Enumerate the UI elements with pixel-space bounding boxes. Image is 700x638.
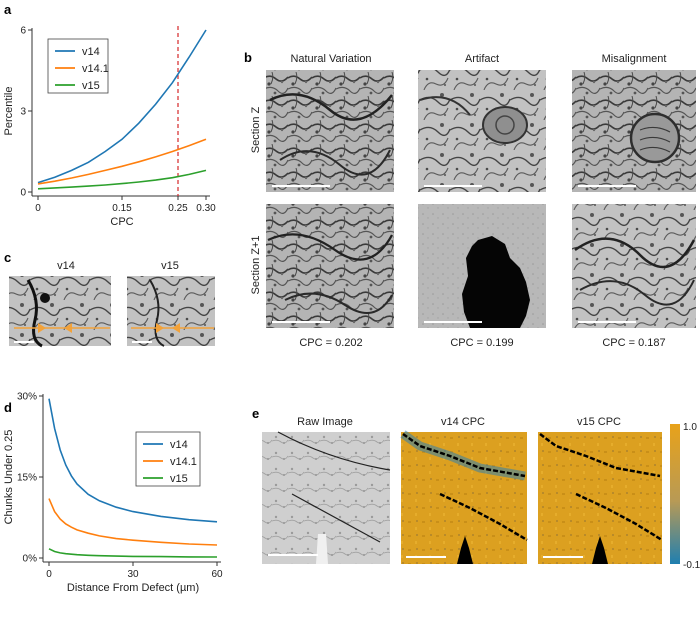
artifact-blot xyxy=(462,236,530,328)
row-label-section-z1: Section Z+1 xyxy=(250,235,262,294)
chart-a-x-label: CPC xyxy=(110,216,133,228)
chart-d-legend xyxy=(135,431,201,487)
chart-a-legend-label: v14 xyxy=(82,46,100,58)
col-title-misalignment: Misalignment xyxy=(602,53,667,65)
em-c-v15 xyxy=(127,276,215,347)
colorbar: 1.0 -0.1 xyxy=(670,422,700,571)
e-raw-image xyxy=(262,431,391,564)
chart-d-series-v14 xyxy=(48,398,218,523)
e-title-raw-image: Raw Image xyxy=(297,416,353,428)
chart-d-series-v14-1 xyxy=(48,498,218,546)
chart-d-legend-label: v14 xyxy=(170,439,188,451)
chart-d-legend-label: v14.1 xyxy=(170,456,197,468)
chart-d-x-tick-label: 30 xyxy=(127,569,139,580)
chart-d-y-tick-label: 15% xyxy=(17,473,37,484)
chart-a-x-tick-label: 0.15 xyxy=(112,203,132,214)
panel-label-e: e xyxy=(252,406,259,421)
chart-d-y-label: Chunks Under 0.25 xyxy=(3,430,15,525)
cpc-natural-variation: CPC = 0.202 xyxy=(299,337,362,349)
chart-d-y-tick-label: 30% xyxy=(17,392,37,403)
chart-d-x-tick-label: 0 xyxy=(46,569,52,580)
panel-label-c: c xyxy=(4,250,11,265)
chart-a-y-tick-label: 3 xyxy=(20,107,26,118)
chart-a-y-label: Percentile xyxy=(3,87,15,136)
chart-a: 0 0.15 0.25 0.30 0 3 6 CPC Percentile v14 v14.1 v15 xyxy=(3,26,216,229)
em-natural-z1 xyxy=(266,204,394,328)
e-v14-cpc xyxy=(400,430,528,564)
em-misalignment-z xyxy=(572,70,696,192)
em-natural-z xyxy=(266,70,394,192)
chart-d-x-label: Distance From Defect (µm) xyxy=(67,582,199,594)
panel-label-d: d xyxy=(4,400,12,415)
c-title-v15: v15 xyxy=(161,260,179,272)
c-title-v14: v14 xyxy=(57,260,75,272)
em-artifact-z xyxy=(418,70,546,192)
arrow-head-left xyxy=(172,323,180,333)
chart-a-legend xyxy=(47,38,109,94)
em-misalignment-z1 xyxy=(572,204,696,328)
chart-a-series-v14 xyxy=(37,29,207,184)
e-title-v15-cpc: v15 CPC xyxy=(577,416,621,428)
chart-d-x-tick-label: 60 xyxy=(211,569,223,580)
panel-label-a: a xyxy=(4,2,12,17)
chart-d-series-v15 xyxy=(48,548,218,558)
arrow-head-left xyxy=(64,323,72,333)
chart-a-x-tick-label: 0 xyxy=(35,203,41,214)
chart-a-x-tick-label: 0.30 xyxy=(196,203,216,214)
col-title-natural-variation: Natural Variation xyxy=(290,53,371,65)
e-v15-cpc xyxy=(538,432,663,564)
cpc-misalignment: CPC = 0.187 xyxy=(602,337,665,349)
chart-a-y-tick-label: 6 xyxy=(20,26,26,37)
row-label-section-z: Section Z xyxy=(250,106,262,153)
panel-label-b: b xyxy=(244,50,252,65)
chart-d-legend-label: v15 xyxy=(170,473,188,485)
cpc-artifact: CPC = 0.199 xyxy=(450,337,513,349)
colorbar-max: 1.0 xyxy=(683,422,697,433)
chart-d: 0 30 60 0% 15% 30% Distance From Defect (µm) Ch… xyxy=(3,392,223,595)
em-c-v14 xyxy=(9,276,111,348)
chart-a-legend-label: v15 xyxy=(82,80,100,92)
chart-a-x-tick-label: 0.25 xyxy=(168,203,188,214)
em-artifact-z1 xyxy=(418,204,546,328)
arrow-head-right xyxy=(156,323,164,333)
chart-a-y-tick-label: 0 xyxy=(20,188,26,199)
e-title-v14-cpc: v14 CPC xyxy=(441,416,485,428)
colorbar-min: -0.1 xyxy=(683,560,700,571)
col-title-artifact: Artifact xyxy=(465,53,499,65)
chart-a-series-v15 xyxy=(37,169,207,190)
chart-d-y-tick-label: 0% xyxy=(23,554,38,565)
chart-a-legend-label: v14.1 xyxy=(82,63,109,75)
chart-a-series-v14-1 xyxy=(37,138,207,185)
arrow-head-right xyxy=(38,323,46,333)
